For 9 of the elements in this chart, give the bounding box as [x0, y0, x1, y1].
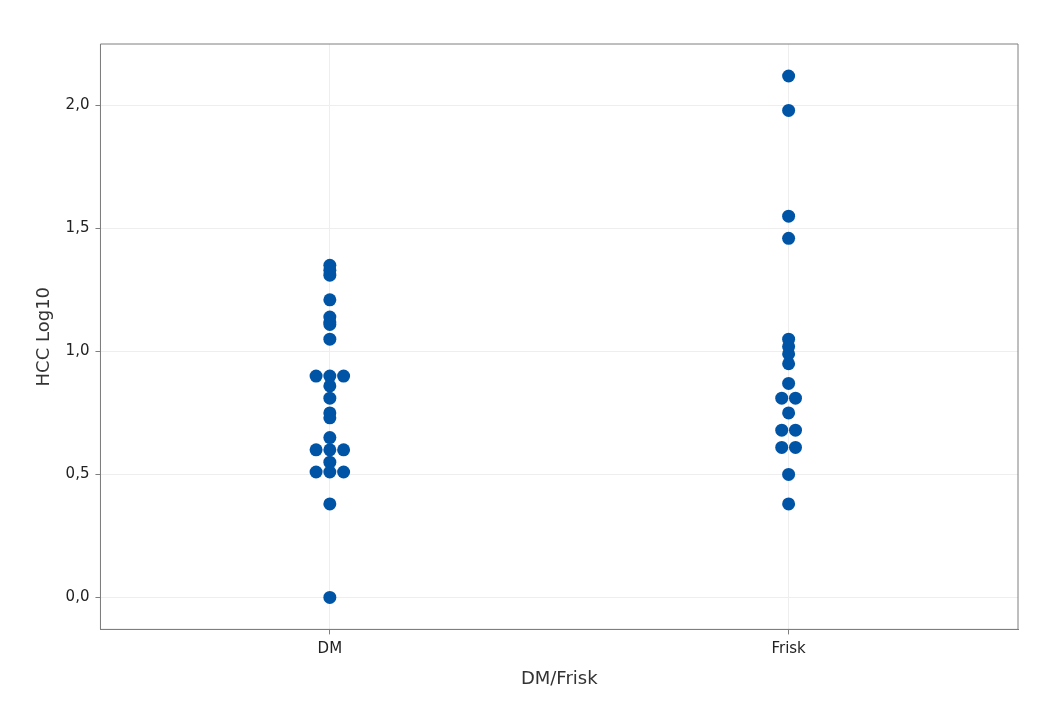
y-axis-title: HCC Log10: [32, 286, 54, 387]
x-tick-label: DM: [317, 639, 343, 658]
y-tick-label: 1,5: [65, 218, 90, 237]
y-tick-label: 2,0: [65, 95, 90, 114]
y-tick-label: 0,0: [65, 587, 90, 606]
x-axis-title: DM/Frisk: [520, 666, 599, 688]
y-tick-label: 0,5: [65, 464, 90, 483]
x-tick-label: Frisk: [771, 639, 807, 658]
y-tick-label: 1,0: [65, 341, 90, 360]
